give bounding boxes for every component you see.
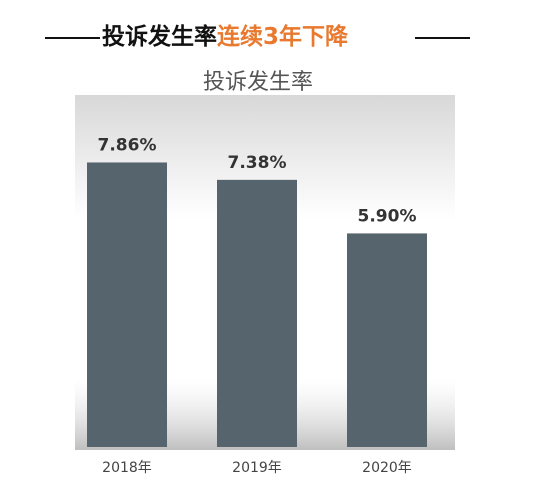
value-label: 7.38% [228,153,287,173]
bar [217,179,297,447]
value-label: 5.90% [358,206,417,226]
x-tick-label: 2019年 [232,460,282,476]
bar [87,162,167,447]
bar [347,233,427,447]
headline: 投诉发生率连续3年下降 [102,23,349,50]
x-tick-label: 2018年 [102,460,152,476]
value-label: 7.86% [98,135,157,155]
x-tick-label: 2020年 [362,460,412,476]
headline-highlight: 连续3年下降 [217,23,349,50]
chart-title: 投诉发生率 [203,70,313,95]
headline-lead: 投诉发生率 [102,23,217,50]
